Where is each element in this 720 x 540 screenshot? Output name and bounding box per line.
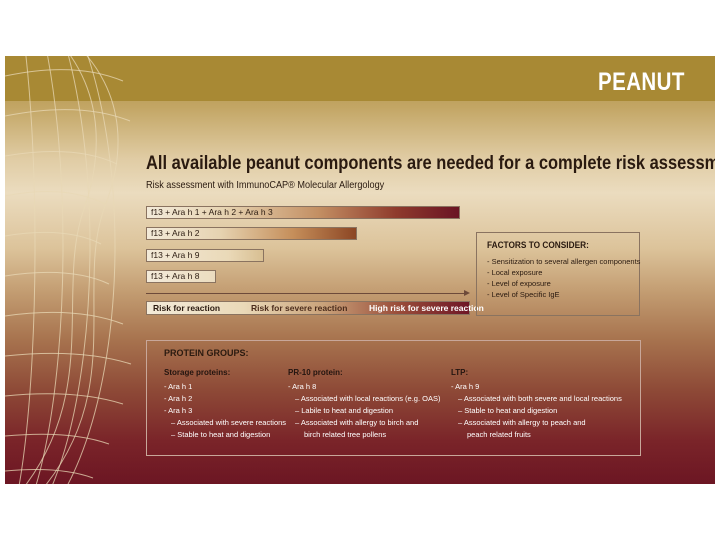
list-item: - Ara h 9 (451, 382, 480, 391)
pr10-protein-list: - Ara h 8 – Associated with local reacti… (288, 381, 441, 441)
list-item: - Ara h 2 (164, 394, 193, 403)
list-item: - Ara h 1 (164, 382, 193, 391)
pr10-protein-column: PR-10 protein: - Ara h 8 – Associated wi… (288, 368, 441, 441)
storage-proteins-column: Storage proteins: - Ara h 1 - Ara h 2 - … (164, 368, 286, 441)
list-item: – Associated with local reactions (e.g. … (295, 394, 441, 403)
storage-proteins-title: Storage proteins: (164, 368, 231, 377)
list-item: – Associated with allergy to peach and (458, 418, 586, 427)
factor-item: - Level of exposure (487, 279, 551, 288)
list-item: – Stable to heat and digestion (458, 406, 558, 415)
factor-item: - Sensitization to several allergen comp… (487, 257, 641, 266)
page-subheading: Risk assessment with ImmunoCAP® Molecula… (146, 179, 385, 191)
factor-item: - Level of Specific IgE (487, 290, 560, 299)
list-item: – Labile to heat and digestion (295, 406, 393, 415)
list-item: – Associated with severe reactions (171, 418, 287, 427)
risk-mid-label: Risk for severe reaction (251, 303, 348, 313)
arrow-right-icon (464, 290, 470, 296)
brand-title: PEANUT (598, 68, 685, 96)
factors-title: FACTORS TO CONSIDER: (487, 240, 589, 250)
factors-list: - Sensitization to several allergen comp… (487, 256, 641, 300)
globe-wireframe-icon (5, 56, 132, 484)
pr10-protein-title: PR-10 protein: (288, 368, 343, 377)
ltp-list: - Ara h 9 – Associated with both severe … (451, 381, 622, 441)
risk-arrow-line (146, 293, 466, 294)
list-item: – Stable to heat and digestion (171, 430, 271, 439)
storage-proteins-list: - Ara h 1 - Ara h 2 - Ara h 3 – Associat… (164, 381, 286, 441)
factors-box: FACTORS TO CONSIDER: - Sensitization to … (476, 232, 640, 316)
list-item: birch related tree pollens (304, 430, 387, 439)
protein-groups-title: PROTEIN GROUPS: (164, 348, 249, 358)
component-bar-1: f13 + Ara h 1 + Ara h 2 + Ara h 3 (146, 206, 460, 219)
risk-high-label: High risk for severe reaction (369, 303, 484, 313)
component-bar-2: f13 + Ara h 2 (146, 227, 357, 240)
factor-item: - Local exposure (487, 268, 543, 277)
list-item: - Ara h 3 (164, 406, 193, 415)
page-headline: All available peanut components are need… (146, 152, 715, 174)
slide: PEANUT All available peanut components a… (5, 56, 715, 484)
risk-scale-bar: Risk for reaction Risk for severe reacti… (146, 301, 484, 315)
ltp-title: LTP: (451, 368, 469, 377)
protein-groups-box: PROTEIN GROUPS: Storage proteins: - Ara … (146, 340, 641, 456)
component-bar-4: f13 + Ara h 8 (146, 270, 216, 283)
top-band (5, 56, 715, 101)
list-item: - Ara h 8 (288, 382, 317, 391)
list-item: – Associated with allergy to birch and (295, 418, 419, 427)
component-bar-3: f13 + Ara h 9 (146, 249, 264, 262)
list-item: peach related fruits (467, 430, 531, 439)
risk-low-label: Risk for reaction (153, 303, 221, 313)
ltp-column: LTP: - Ara h 9 – Associated with both se… (451, 368, 622, 441)
list-item: – Associated with both severe and local … (458, 394, 622, 403)
